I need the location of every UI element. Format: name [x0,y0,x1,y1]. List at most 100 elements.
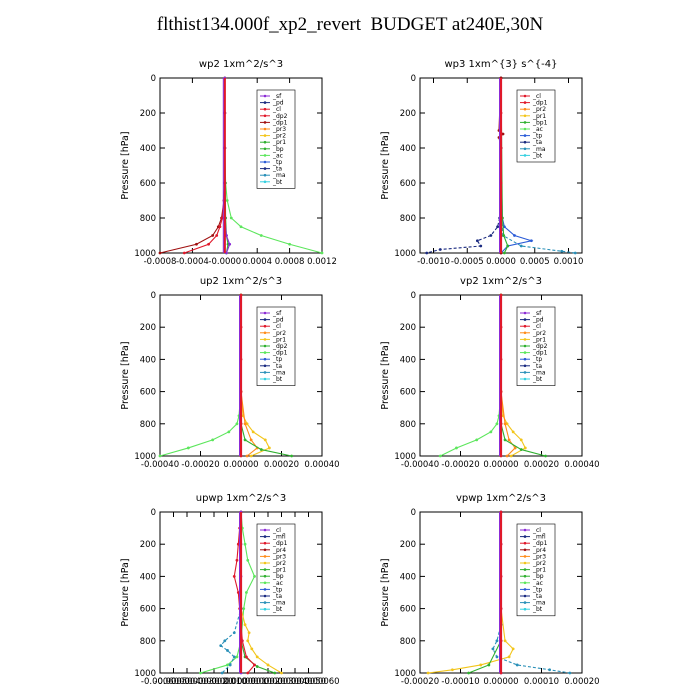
legend-label: _pr2 [272,133,286,140]
legend-marker [263,154,267,157]
series-point [438,248,442,251]
x-tick-label: -0.0010 [417,257,450,267]
y-tick-label: 400 [400,355,416,365]
y-tick-label: 400 [400,144,416,154]
legend-marker [263,351,267,354]
series-point [228,242,232,246]
series-point [502,234,506,237]
legend-label: _pr4 [272,547,286,554]
series-point [491,647,495,651]
series-point [195,242,198,246]
y-tick-label: 200 [140,323,156,333]
legend-label: _pr1 [272,139,286,146]
series-line [426,78,502,254]
series-point [239,225,243,229]
series-point [249,454,253,458]
legend-marker [263,331,267,335]
x-tick-label: -0.00050 [154,677,192,687]
legend-label: _cl [272,323,281,330]
panel-title: up2 1xm^2/s^3 [200,276,282,287]
y-axis-label: Pressure [hPa] [380,131,391,199]
series-point [259,448,263,451]
x-tick-label: 0.00020 [250,677,285,687]
series-point [280,671,283,675]
legend-marker [263,173,267,177]
legend-marker [523,588,527,591]
legend-box [516,89,556,163]
legend-marker [523,311,527,315]
x-tick-label: 0.0004 [242,257,272,267]
y-tick-label: 200 [400,540,416,550]
legend-label: _pr3 [272,126,286,133]
series-point [496,225,500,229]
series-point [507,438,511,442]
y-tick-label: 800 [140,214,156,224]
legend-marker [263,147,267,151]
legend-marker [523,351,527,354]
x-tick-label: 0.00030 [264,677,299,687]
legend-label: _sf [272,93,282,100]
legend-label: _ac [272,152,283,159]
x-tick-label: -0.00010 [441,677,479,687]
legend-label: _tp [532,586,542,593]
series-point [226,663,229,667]
y-tick-label: 0 [151,508,156,518]
legend-label: _pr1 [532,113,546,120]
legend-label: _dp1 [532,100,548,107]
y-tick-label: 400 [140,355,156,365]
legend-marker [263,581,267,585]
legend-label: _dp1 [532,540,548,547]
series-point [158,251,162,255]
series-point [479,244,483,248]
legend-label: _tp [272,356,282,363]
series-point [455,446,458,450]
y-tick-label: 400 [140,144,156,154]
series-point [502,251,506,255]
series-point [228,663,232,667]
legend-label: _pr1 [272,336,286,343]
panel-title: upwp 1xm^2/s^3 [196,493,286,504]
legend-label: _sf [272,310,282,317]
series-point [245,655,248,659]
legend-marker [523,364,527,368]
y-tick-label: 600 [140,179,156,189]
series-point [290,454,294,458]
legend-marker [263,357,267,361]
y-tick-label: 800 [140,637,156,647]
y-tick-label: 1000 [134,669,156,679]
legend-label: _tp [532,356,542,363]
y-tick-label: 600 [140,388,156,398]
legend: _cl_dp1_pr2_pr1_bp1_ac_tp_ta_ma_bt [516,89,556,163]
legend-marker [263,338,267,341]
legend-marker [263,555,267,558]
series-point [507,655,511,659]
legend-label: _pr1 [532,336,546,343]
series-point [523,446,527,450]
y-tick-label: 200 [140,540,156,550]
y-axis-label: Pressure [hPa] [120,558,131,626]
series-point [243,542,247,546]
series-point [225,199,229,202]
legend-marker [263,607,267,611]
legend-marker [263,568,267,571]
legend-label: _ta [272,593,282,600]
legend-marker [523,607,527,611]
y-tick-label: 400 [400,572,416,582]
y-tick-label: 600 [400,388,416,398]
x-tick-label: -0.00040 [141,460,179,470]
x-tick-label: 0.00050 [291,677,326,687]
legend-label: _bt [532,152,543,159]
legend-label: _ma [272,369,286,376]
legend-marker [263,528,267,532]
legend-label: _bp [272,573,284,580]
page-title: flthist134.000f_xp2_revert BUDGET at240E… [156,14,544,35]
y-tick-label: 800 [400,214,416,224]
legend-label: _ma [272,600,286,607]
legend-marker [523,581,527,585]
legend-label: _dp2 [272,113,288,120]
y-tick-label: 0 [411,74,416,84]
series-point [245,454,249,458]
panel-title: wp3 1xm^{3} s^{-4} [444,59,557,70]
series-point [232,655,236,659]
